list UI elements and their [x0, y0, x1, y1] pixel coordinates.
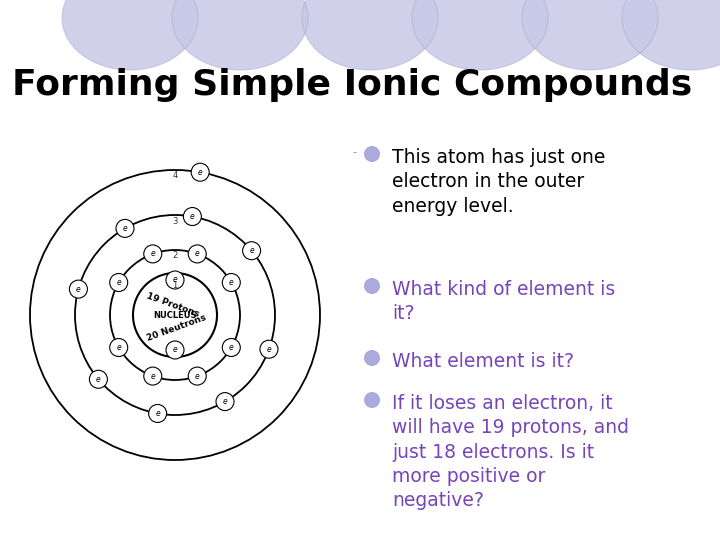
Text: e: e [190, 212, 194, 221]
Text: e: e [117, 343, 121, 352]
Ellipse shape [172, 0, 308, 70]
Text: e: e [122, 224, 127, 233]
Text: e: e [198, 168, 202, 177]
Text: e: e [195, 372, 199, 381]
Ellipse shape [522, 0, 658, 70]
Circle shape [188, 245, 206, 263]
Circle shape [222, 273, 240, 292]
Ellipse shape [622, 0, 720, 70]
Text: Forming Simple Ionic Compounds: Forming Simple Ionic Compounds [12, 68, 692, 102]
Text: 19 Protons: 19 Protons [145, 291, 201, 319]
Text: 4: 4 [172, 172, 178, 180]
Circle shape [184, 207, 202, 226]
Circle shape [148, 404, 166, 422]
Circle shape [144, 245, 162, 263]
Ellipse shape [302, 0, 438, 70]
Text: If it loses an electron, it
will have 19 protons, and
just 18 electrons. Is it
m: If it loses an electron, it will have 19… [392, 394, 629, 510]
Text: 1: 1 [172, 281, 178, 291]
Text: e: e [150, 249, 155, 259]
Text: This atom has just one
electron in the outer
energy level.: This atom has just one electron in the o… [392, 148, 606, 215]
Circle shape [144, 367, 162, 385]
Circle shape [133, 273, 217, 357]
Circle shape [243, 242, 261, 260]
Text: e: e [249, 246, 254, 255]
Circle shape [364, 146, 380, 162]
Text: 2: 2 [172, 252, 178, 260]
Ellipse shape [62, 0, 198, 70]
Text: What element is it?: What element is it? [392, 352, 574, 371]
Text: e: e [266, 345, 271, 354]
Circle shape [222, 339, 240, 356]
Text: e: e [96, 375, 101, 384]
Circle shape [364, 350, 380, 366]
Circle shape [364, 392, 380, 408]
Text: e: e [76, 285, 81, 294]
Circle shape [109, 339, 127, 356]
Text: NUCLEUS: NUCLEUS [153, 312, 197, 321]
Circle shape [216, 393, 234, 410]
Circle shape [192, 163, 210, 181]
Circle shape [166, 341, 184, 359]
Circle shape [89, 370, 107, 388]
Circle shape [109, 273, 127, 292]
Circle shape [188, 367, 206, 385]
Text: e: e [117, 278, 121, 287]
Circle shape [166, 271, 184, 289]
Text: e: e [195, 249, 199, 259]
Text: 3: 3 [172, 217, 178, 226]
Circle shape [364, 278, 380, 294]
Circle shape [260, 340, 278, 358]
Circle shape [116, 219, 134, 238]
Text: What kind of element is
it?: What kind of element is it? [392, 280, 616, 323]
Text: e: e [222, 397, 228, 406]
Text: e: e [150, 372, 155, 381]
Text: -: - [352, 147, 356, 157]
Text: 20 Neutrons: 20 Neutrons [146, 313, 208, 343]
Ellipse shape [412, 0, 548, 70]
Text: e: e [229, 343, 234, 352]
Circle shape [69, 280, 87, 298]
Text: e: e [156, 409, 160, 418]
Text: e: e [229, 278, 234, 287]
Text: e: e [173, 346, 177, 354]
Text: e: e [173, 275, 177, 285]
